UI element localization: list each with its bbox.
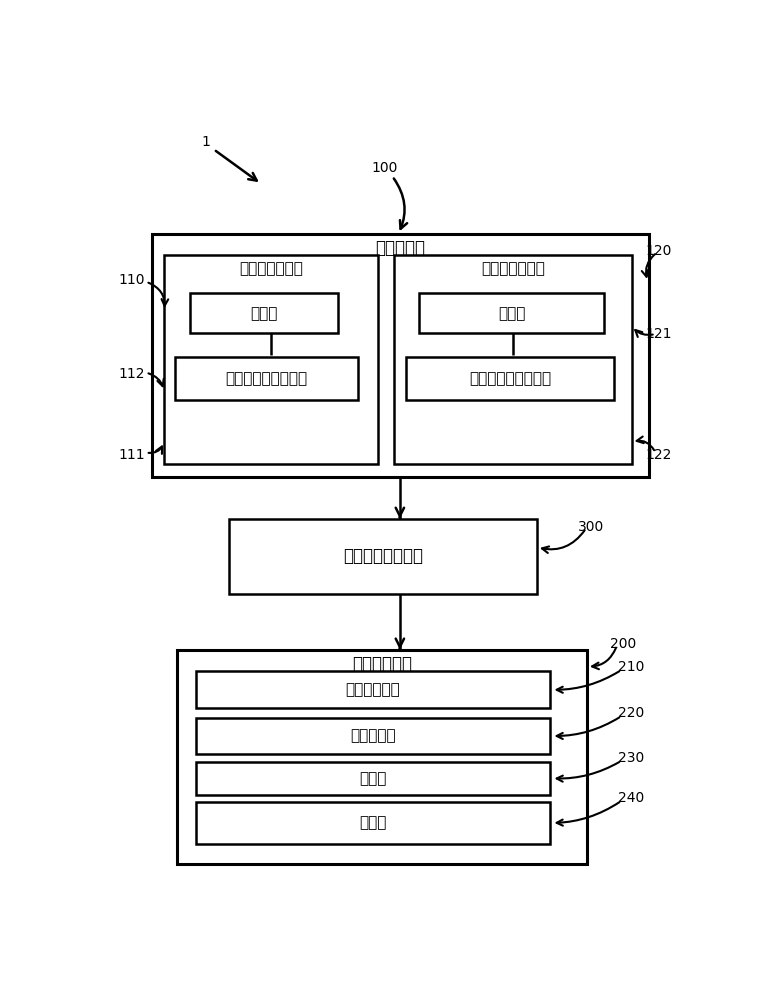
Text: 标准物质光谱存储部: 标准物质光谱存储部: [469, 371, 551, 386]
FancyArrowPatch shape: [592, 648, 616, 669]
Text: 220: 220: [618, 706, 644, 720]
Bar: [175, 357, 358, 400]
Text: 300: 300: [578, 520, 604, 534]
Text: 搜索部: 搜索部: [251, 306, 278, 321]
Text: 标准药品光谱库: 标准药品光谱库: [239, 261, 303, 276]
Text: 122: 122: [645, 448, 672, 462]
Bar: [394, 255, 632, 464]
FancyArrowPatch shape: [642, 254, 655, 277]
Text: 光谱采集系统: 光谱采集系统: [351, 655, 412, 673]
FancyArrowPatch shape: [635, 330, 653, 337]
Bar: [196, 671, 550, 708]
FancyArrowPatch shape: [394, 178, 407, 229]
Text: 光谱采集部: 光谱采集部: [350, 728, 396, 744]
FancyArrowPatch shape: [637, 437, 654, 450]
Text: 条形码识别部: 条形码识别部: [345, 682, 401, 697]
Text: 230: 230: [618, 751, 644, 765]
FancyArrowPatch shape: [148, 283, 168, 306]
Bar: [419, 293, 604, 333]
Text: 上传部: 上传部: [359, 816, 387, 831]
Text: 120: 120: [645, 244, 672, 258]
Text: 100: 100: [371, 161, 398, 175]
Text: 暂存部: 暂存部: [359, 771, 387, 786]
FancyArrowPatch shape: [148, 446, 162, 454]
Text: 标准药品光谱存储部: 标准药品光谱存储部: [226, 371, 308, 386]
Text: 121: 121: [645, 327, 672, 341]
FancyArrowPatch shape: [542, 530, 585, 553]
Text: 111: 111: [119, 448, 145, 462]
Text: 110: 110: [119, 273, 145, 287]
Text: 药品真伪判定系统: 药品真伪判定系统: [343, 547, 423, 565]
Bar: [164, 255, 378, 464]
Text: 210: 210: [618, 660, 644, 674]
Bar: [196, 802, 550, 844]
Text: 112: 112: [119, 367, 145, 381]
Text: 240: 240: [618, 791, 644, 805]
Text: 200: 200: [610, 637, 637, 651]
Bar: [406, 357, 614, 400]
FancyArrowPatch shape: [557, 671, 619, 693]
Text: 库存储系统: 库存储系统: [375, 239, 426, 257]
Bar: [177, 650, 587, 864]
FancyArrowPatch shape: [148, 373, 164, 386]
Bar: [196, 762, 550, 795]
Text: 搜索部: 搜索部: [497, 306, 525, 321]
FancyArrowPatch shape: [557, 762, 619, 782]
Text: 标准物质光谱库: 标准物质光谱库: [481, 261, 545, 276]
Text: 1: 1: [201, 135, 210, 149]
FancyArrowPatch shape: [557, 802, 619, 826]
Bar: [196, 718, 550, 754]
FancyArrowPatch shape: [557, 717, 619, 739]
Bar: [229, 519, 537, 594]
Bar: [191, 293, 338, 333]
Bar: [152, 234, 648, 477]
